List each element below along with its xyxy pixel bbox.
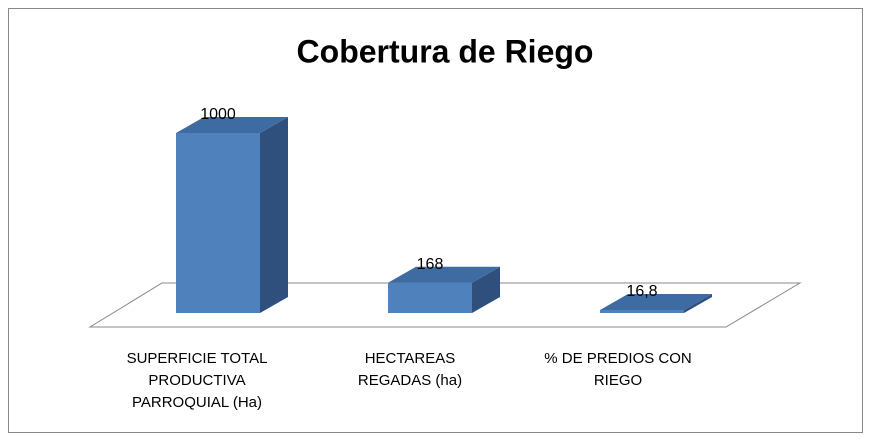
data-label: 1000 [200,106,236,123]
bar-top [388,266,500,283]
bar-top [600,293,712,310]
x-tick-label: SUPERFICIE TOTAL PRODUCTIVA PARROQUIAL (… [126,350,268,411]
bar-top [176,117,288,133]
x-tick-label: HECTAREAS REGADAS (ha) [357,350,463,389]
chart-frame [8,8,863,433]
x-tick-label: % DE PREDIOS CON RIEGO [544,350,692,389]
bar [388,282,472,313]
bar [600,309,684,313]
data-label: 168 [417,256,444,273]
bar-side [472,266,500,313]
chart-title: Cobertura de Riego [297,33,594,69]
bar [176,133,260,313]
data-label: 16,8 [626,283,657,300]
bar-side [260,117,288,313]
bar-side [684,293,712,313]
